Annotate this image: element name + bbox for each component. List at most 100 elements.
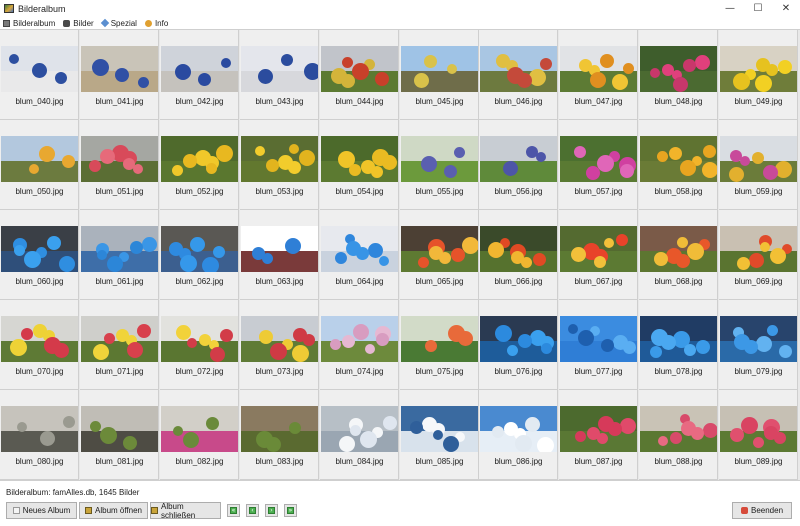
thumbnail-image[interactable] bbox=[401, 136, 478, 182]
thumbnail-image[interactable] bbox=[720, 46, 797, 92]
thumbnail-image[interactable] bbox=[720, 406, 797, 452]
thumbnail-image[interactable] bbox=[241, 226, 318, 272]
thumbnail-cell[interactable]: blum_044.jpg bbox=[320, 30, 399, 120]
thumbnail-image[interactable] bbox=[640, 316, 717, 362]
thumbnail-image[interactable] bbox=[81, 226, 158, 272]
thumbnail-image[interactable] bbox=[560, 316, 637, 362]
thumbnail-cell[interactable]: blum_071.jpg bbox=[80, 300, 159, 390]
thumbnail-image[interactable] bbox=[720, 136, 797, 182]
thumbnail-image[interactable] bbox=[161, 136, 238, 182]
menu-spezial[interactable]: Spezial bbox=[100, 19, 137, 28]
thumbnail-cell[interactable]: blum_053.jpg bbox=[240, 120, 319, 210]
thumbnail-cell[interactable]: blum_056.jpg bbox=[479, 120, 558, 210]
thumbnail-image[interactable] bbox=[161, 46, 238, 92]
thumbnail-image[interactable] bbox=[640, 406, 717, 452]
thumbnail-image[interactable] bbox=[401, 316, 478, 362]
thumbnail-image[interactable] bbox=[81, 136, 158, 182]
thumbnail-image[interactable] bbox=[480, 46, 557, 92]
thumbnail-image[interactable] bbox=[321, 226, 398, 272]
nav-next-button[interactable]: › bbox=[265, 504, 278, 517]
thumbnail-image[interactable] bbox=[640, 46, 717, 92]
thumbnail-cell[interactable]: blum_060.jpg bbox=[0, 210, 79, 300]
thumbnail-cell[interactable]: blum_070.jpg bbox=[0, 300, 79, 390]
close-window-button[interactable]: ✕ bbox=[781, 3, 791, 14]
thumbnail-cell[interactable]: blum_054.jpg bbox=[320, 120, 399, 210]
thumbnail-cell[interactable]: blum_049.jpg bbox=[719, 30, 798, 120]
thumbnail-image[interactable] bbox=[161, 406, 238, 452]
thumbnail-cell[interactable]: blum_050.jpg bbox=[0, 120, 79, 210]
thumbnail-cell[interactable]: blum_058.jpg bbox=[639, 120, 718, 210]
thumbnail-cell[interactable]: blum_040.jpg bbox=[0, 30, 79, 120]
menu-info[interactable]: Info bbox=[144, 19, 168, 28]
thumbnail-image[interactable] bbox=[480, 136, 557, 182]
thumbnail-image[interactable] bbox=[1, 316, 78, 362]
thumbnail-cell[interactable]: blum_046.jpg bbox=[479, 30, 558, 120]
thumbnail-image[interactable] bbox=[1, 406, 78, 452]
thumbnail-cell[interactable]: blum_067.jpg bbox=[559, 210, 638, 300]
nav-prev-button[interactable]: ‹ bbox=[246, 504, 259, 517]
thumbnail-cell[interactable]: blum_061.jpg bbox=[80, 210, 159, 300]
thumbnail-image[interactable] bbox=[81, 406, 158, 452]
thumbnail-cell[interactable]: blum_055.jpg bbox=[400, 120, 479, 210]
thumbnail-cell[interactable]: blum_082.jpg bbox=[160, 390, 239, 480]
thumbnail-cell[interactable]: blum_068.jpg bbox=[639, 210, 718, 300]
thumbnail-image[interactable] bbox=[321, 46, 398, 92]
thumbnail-cell[interactable]: blum_085.jpg bbox=[400, 390, 479, 480]
thumbnail-cell[interactable]: blum_088.jpg bbox=[639, 390, 718, 480]
thumbnail-cell[interactable]: blum_084.jpg bbox=[320, 390, 399, 480]
minimize-button[interactable]: — bbox=[725, 3, 735, 14]
thumbnail-image[interactable] bbox=[560, 226, 637, 272]
thumbnail-cell[interactable]: blum_063.jpg bbox=[240, 210, 319, 300]
thumbnail-cell[interactable]: blum_042.jpg bbox=[160, 30, 239, 120]
thumbnail-cell[interactable]: blum_065.jpg bbox=[400, 210, 479, 300]
thumbnail-image[interactable] bbox=[241, 136, 318, 182]
thumbnail-cell[interactable]: blum_047.jpg bbox=[559, 30, 638, 120]
thumbnail-image[interactable] bbox=[720, 316, 797, 362]
new-album-button[interactable]: Neues Album bbox=[6, 502, 77, 519]
thumbnail-image[interactable] bbox=[1, 136, 78, 182]
quit-button[interactable]: Beenden bbox=[732, 502, 792, 519]
thumbnail-cell[interactable]: blum_081.jpg bbox=[80, 390, 159, 480]
thumbnail-cell[interactable]: blum_089.jpg bbox=[719, 390, 798, 480]
maximize-button[interactable]: ☐ bbox=[753, 3, 763, 14]
thumbnail-image[interactable] bbox=[321, 316, 398, 362]
thumbnail-cell[interactable]: blum_041.jpg bbox=[80, 30, 159, 120]
thumbnail-cell[interactable]: blum_043.jpg bbox=[240, 30, 319, 120]
thumbnail-cell[interactable]: blum_074.jpg bbox=[320, 300, 399, 390]
open-album-button[interactable]: Album öffnen bbox=[79, 502, 148, 519]
nav-last-button[interactable]: » bbox=[284, 504, 297, 517]
thumbnail-cell[interactable]: blum_064.jpg bbox=[320, 210, 399, 300]
thumbnail-image[interactable] bbox=[640, 226, 717, 272]
thumbnail-image[interactable] bbox=[81, 46, 158, 92]
thumbnail-image[interactable] bbox=[480, 226, 557, 272]
close-album-button[interactable]: Album schließen bbox=[150, 502, 221, 520]
thumbnail-image[interactable] bbox=[241, 406, 318, 452]
thumbnail-image[interactable] bbox=[1, 226, 78, 272]
thumbnail-image[interactable] bbox=[480, 406, 557, 452]
thumbnail-image[interactable] bbox=[161, 226, 238, 272]
thumbnail-image[interactable] bbox=[1, 46, 78, 92]
thumbnail-image[interactable] bbox=[401, 46, 478, 92]
thumbnail-image[interactable] bbox=[241, 46, 318, 92]
thumbnail-image[interactable] bbox=[640, 136, 717, 182]
thumbnail-cell[interactable]: blum_051.jpg bbox=[80, 120, 159, 210]
thumbnail-cell[interactable]: blum_045.jpg bbox=[400, 30, 479, 120]
thumbnail-cell[interactable]: blum_069.jpg bbox=[719, 210, 798, 300]
thumbnail-image[interactable] bbox=[560, 136, 637, 182]
thumbnail-cell[interactable]: blum_075.jpg bbox=[400, 300, 479, 390]
thumbnail-cell[interactable]: blum_073.jpg bbox=[240, 300, 319, 390]
thumbnail-cell[interactable]: blum_076.jpg bbox=[479, 300, 558, 390]
thumbnail-cell[interactable]: blum_079.jpg bbox=[719, 300, 798, 390]
thumbnail-image[interactable] bbox=[401, 226, 478, 272]
thumbnail-cell[interactable]: blum_062.jpg bbox=[160, 210, 239, 300]
thumbnail-cell[interactable]: blum_086.jpg bbox=[479, 390, 558, 480]
thumbnail-cell[interactable]: blum_052.jpg bbox=[160, 120, 239, 210]
thumbnail-cell[interactable]: blum_059.jpg bbox=[719, 120, 798, 210]
thumbnail-cell[interactable]: blum_077.jpg bbox=[559, 300, 638, 390]
thumbnail-cell[interactable]: blum_083.jpg bbox=[240, 390, 319, 480]
nav-first-button[interactable]: « bbox=[227, 504, 240, 517]
thumbnail-cell[interactable]: blum_066.jpg bbox=[479, 210, 558, 300]
thumbnail-cell[interactable]: blum_048.jpg bbox=[639, 30, 718, 120]
menu-bilder[interactable]: Bilder bbox=[63, 19, 94, 28]
thumbnail-image[interactable] bbox=[480, 316, 557, 362]
